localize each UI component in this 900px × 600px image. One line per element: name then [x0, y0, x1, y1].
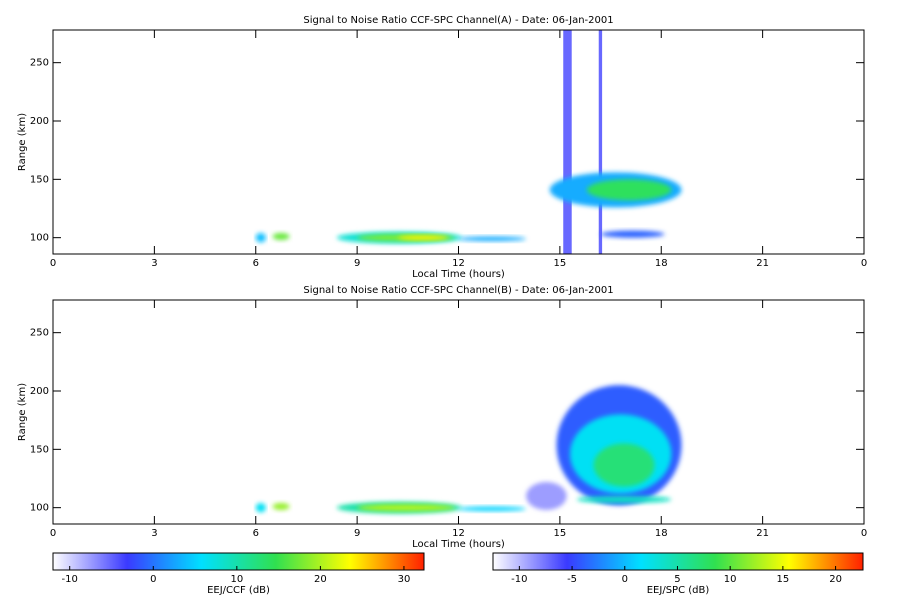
x-tick-label: 0	[50, 258, 56, 269]
x-tick-label: 6	[253, 258, 259, 269]
snr-blob	[576, 496, 672, 503]
y-tick-label: 150	[30, 174, 49, 185]
colorbar-tick-label: 0	[622, 574, 628, 585]
x-tick-label: 6	[253, 528, 259, 539]
snr-blob	[255, 233, 266, 243]
snr-blob	[458, 506, 527, 512]
x-tick-label: 21	[756, 528, 769, 539]
colorbar-label: EEJ/CCF (dB)	[207, 585, 270, 596]
colorbar	[492, 552, 864, 571]
x-tick-label: 0	[861, 258, 867, 269]
x-tick-label: 15	[554, 258, 567, 269]
colorbar-tick-label: -10	[511, 574, 527, 585]
snr-blob	[397, 235, 449, 241]
y-tick-label: 250	[30, 328, 49, 339]
x-axis-label: Local Time (hours)	[412, 269, 505, 280]
plot-layer	[255, 30, 682, 254]
stripe	[598, 30, 603, 254]
plot-frame	[52, 29, 865, 255]
chart-title: Signal to Noise Ratio CCF-SPC Channel(A)…	[303, 15, 613, 26]
snr-blob	[526, 482, 567, 510]
snr-blob	[255, 503, 266, 513]
x-axis-label: Local Time (hours)	[412, 539, 505, 550]
y-tick-label: 200	[30, 386, 49, 397]
x-tick-label: 15	[554, 528, 567, 539]
x-tick-label: 21	[756, 258, 769, 269]
colorbar-tick-label: 0	[150, 574, 156, 585]
x-tick-label: 0	[861, 528, 867, 539]
snr-blob	[593, 443, 655, 487]
colorbar-tick-label: 30	[398, 574, 411, 585]
x-tick-label: 9	[354, 258, 360, 269]
plot-layer	[255, 385, 682, 514]
snr-blob	[357, 504, 456, 512]
x-tick-label: 18	[655, 528, 668, 539]
x-tick-label: 12	[452, 528, 465, 539]
colorbar-tick-label: 10	[230, 574, 243, 585]
plot-frame	[52, 299, 865, 525]
colorbar-tick-label: 5	[674, 574, 680, 585]
colorbar-tick-label: -10	[62, 574, 78, 585]
y-tick-label: 100	[30, 503, 49, 514]
stripe	[563, 30, 572, 254]
x-tick-label: 3	[151, 528, 157, 539]
colorbar	[52, 552, 425, 571]
y-tick-label: 100	[30, 233, 49, 244]
snr-blob	[586, 179, 672, 201]
y-axis-label: Range (km)	[17, 383, 28, 441]
x-tick-label: 0	[50, 528, 56, 539]
colorbar-tick-label: 20	[314, 574, 327, 585]
y-tick-label: 200	[30, 116, 49, 127]
snr-blob	[272, 503, 290, 510]
y-axis-label: Range (km)	[17, 113, 28, 171]
snr-blob	[272, 233, 290, 240]
colorbar-tick-label: 20	[829, 574, 842, 585]
snr-blob	[600, 230, 665, 238]
colorbar-tick-label: 15	[777, 574, 790, 585]
x-tick-label: 12	[452, 258, 465, 269]
colorbar-label: EEJ/SPC (dB)	[647, 585, 710, 596]
colorbar-tick-label: 10	[724, 574, 737, 585]
colorbar-tick-label: -5	[567, 574, 577, 585]
x-tick-label: 3	[151, 258, 157, 269]
x-tick-label: 9	[354, 528, 360, 539]
chart-title: Signal to Noise Ratio CCF-SPC Channel(B)…	[303, 285, 613, 296]
y-tick-label: 150	[30, 444, 49, 455]
y-tick-label: 250	[30, 58, 49, 69]
x-tick-label: 18	[655, 258, 668, 269]
snr-blob	[458, 236, 527, 242]
